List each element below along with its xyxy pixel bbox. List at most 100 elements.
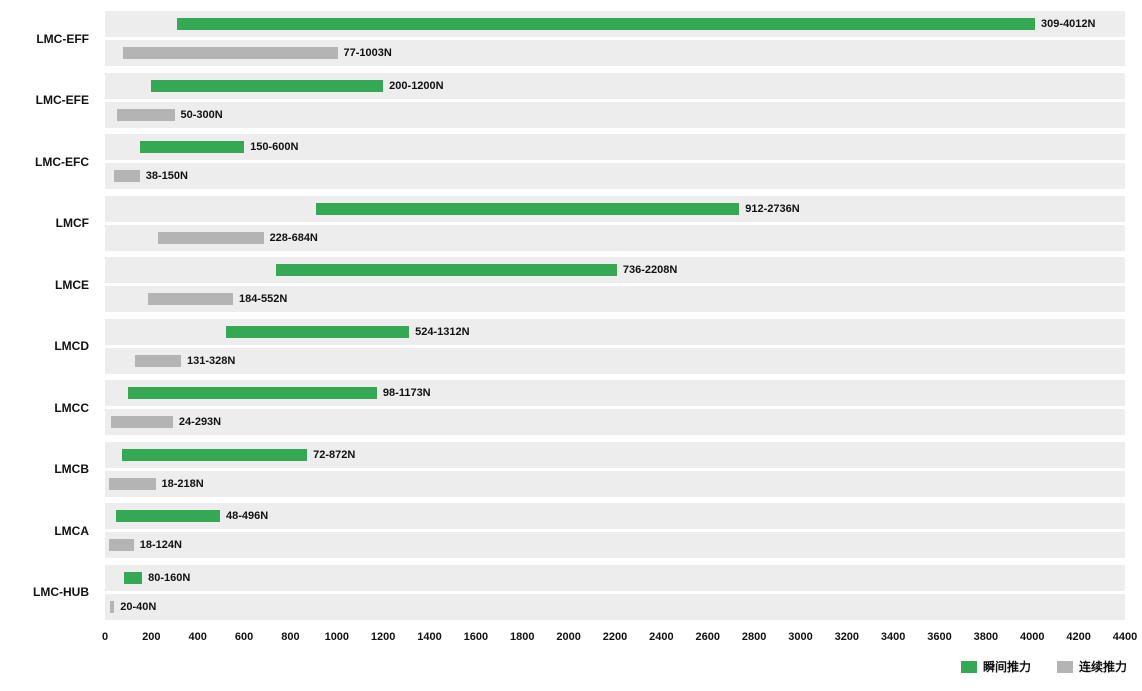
bar-label-peak: 200-1200N [389,80,443,92]
x-tick: 4200 [1066,631,1090,643]
category-row: LMCC98-1173N24-293N [105,379,1125,441]
category-row: LMCB72-872N18-218N [105,441,1125,503]
x-tick: 2800 [742,631,766,643]
category-row: LMC-EFE200-1200N50-300N [105,72,1125,134]
category-row: LMC-HUB80-160N20-40N [105,564,1125,626]
x-tick: 1800 [510,631,534,643]
x-tick: 0 [102,631,108,643]
category-row: LMCD524-1312N131-328N [105,318,1125,380]
x-tick: 3800 [974,631,998,643]
bar-label-peak: 98-1173N [383,387,431,399]
category-row: LMC-EFF309-4012N77-1003N [105,10,1125,72]
bar-peak [177,18,1035,30]
bar-cont [109,539,134,551]
row-band [105,409,1125,435]
range-bar-chart: LMC-EFF 309-4012N 77-1003N LMC-EFE 200-1200N… [0,0,1142,691]
bar-cont [109,478,155,490]
bar-label-cont: 77-1003N [344,47,392,59]
bar-label-peak: 48-496N [226,510,268,522]
bar-label-cont: 38-150N [146,170,188,182]
bar-cont [135,355,181,367]
category-label: LMC-EFE [0,72,95,129]
category-label: LMCA [0,502,95,559]
bar-cont [111,416,173,428]
x-tick: 3400 [881,631,905,643]
x-tick: 2200 [603,631,627,643]
bar-peak [226,326,409,338]
bar-cont [148,293,233,305]
bar-cont [117,109,175,121]
bar-peak [276,264,617,276]
legend-item-peak: 瞬间推力 [961,658,1031,675]
category-row: LMCE736-2208N184-552N [105,256,1125,318]
legend-swatch-cont [1057,661,1073,673]
bar-label-peak: 309-4012N [1041,18,1095,30]
row-band [105,163,1125,189]
category-label: LMC-EFF [0,10,95,67]
x-tick: 3000 [788,631,812,643]
x-tick: 2600 [695,631,719,643]
bar-label-peak: 736-2208N [623,264,677,276]
legend-swatch-peak [961,661,977,673]
x-tick: 400 [189,631,207,643]
x-tick: 3200 [835,631,859,643]
x-tick: 1400 [417,631,441,643]
category-row: LMC-EFC150-600N38-150N [105,133,1125,195]
bar-peak [140,141,244,153]
category-label: LMCB [0,441,95,498]
x-tick: 4000 [1020,631,1044,643]
row-band [105,102,1125,128]
category-label: LMCE [0,256,95,313]
bar-peak [116,510,220,522]
bar-peak [151,80,383,92]
x-tick: 2400 [649,631,673,643]
row-band [105,532,1125,558]
legend-label-peak: 瞬间推力 [983,658,1031,675]
plot-area: LMC-EFF309-4012N77-1003NLMC-EFE200-1200N… [105,10,1125,625]
bar-label-peak: 912-2736N [745,203,799,215]
category-row: LMCA48-496N18-124N [105,502,1125,564]
x-axis-ticks: 0 200 400 600 800 1000 1200 1400 1600 1800 2000 220… [105,631,1125,651]
row-band [105,565,1125,591]
bar-label-cont: 228-684N [270,232,318,244]
bar-label-peak: 150-600N [250,141,298,153]
legend-label-cont: 连续推力 [1079,658,1127,675]
x-tick: 3600 [927,631,951,643]
category-label: LMCF [0,195,95,252]
x-tick: 800 [281,631,299,643]
bar-label-cont: 50-300N [181,109,223,121]
category-label: LMC-HUB [0,564,95,621]
bar-cont [114,170,140,182]
x-tick: 1600 [464,631,488,643]
legend: 瞬间推力 连续推力 [961,658,1127,675]
row-band [105,348,1125,374]
bar-peak [128,387,377,399]
x-tick: 1000 [325,631,349,643]
bar-label-cont: 131-328N [187,355,235,367]
bar-peak [124,572,143,584]
category-label: LMC-EFC [0,133,95,190]
bar-label-cont: 18-218N [162,478,204,490]
bar-peak [316,203,739,215]
category-label: LMCD [0,318,95,375]
x-tick: 2000 [556,631,580,643]
x-tick: 4400 [1113,631,1137,643]
bar-label-cont: 24-293N [179,416,221,428]
category-label: LMCC [0,379,95,436]
bar-cont [110,601,115,613]
row-band [105,471,1125,497]
x-tick: 600 [235,631,253,643]
bar-label-cont: 18-124N [140,539,182,551]
bar-label-cont: 184-552N [239,293,287,305]
bar-cont [123,47,338,59]
bar-label-peak: 524-1312N [415,326,469,338]
x-tick: 1200 [371,631,395,643]
row-band [105,594,1125,620]
bar-cont [158,232,264,244]
bar-label-peak: 72-872N [313,449,355,461]
bar-peak [122,449,307,461]
category-row: LMCF912-2736N228-684N [105,195,1125,257]
x-tick: 200 [142,631,160,643]
bar-label-cont: 20-40N [120,601,156,613]
bar-label-peak: 80-160N [148,572,190,584]
